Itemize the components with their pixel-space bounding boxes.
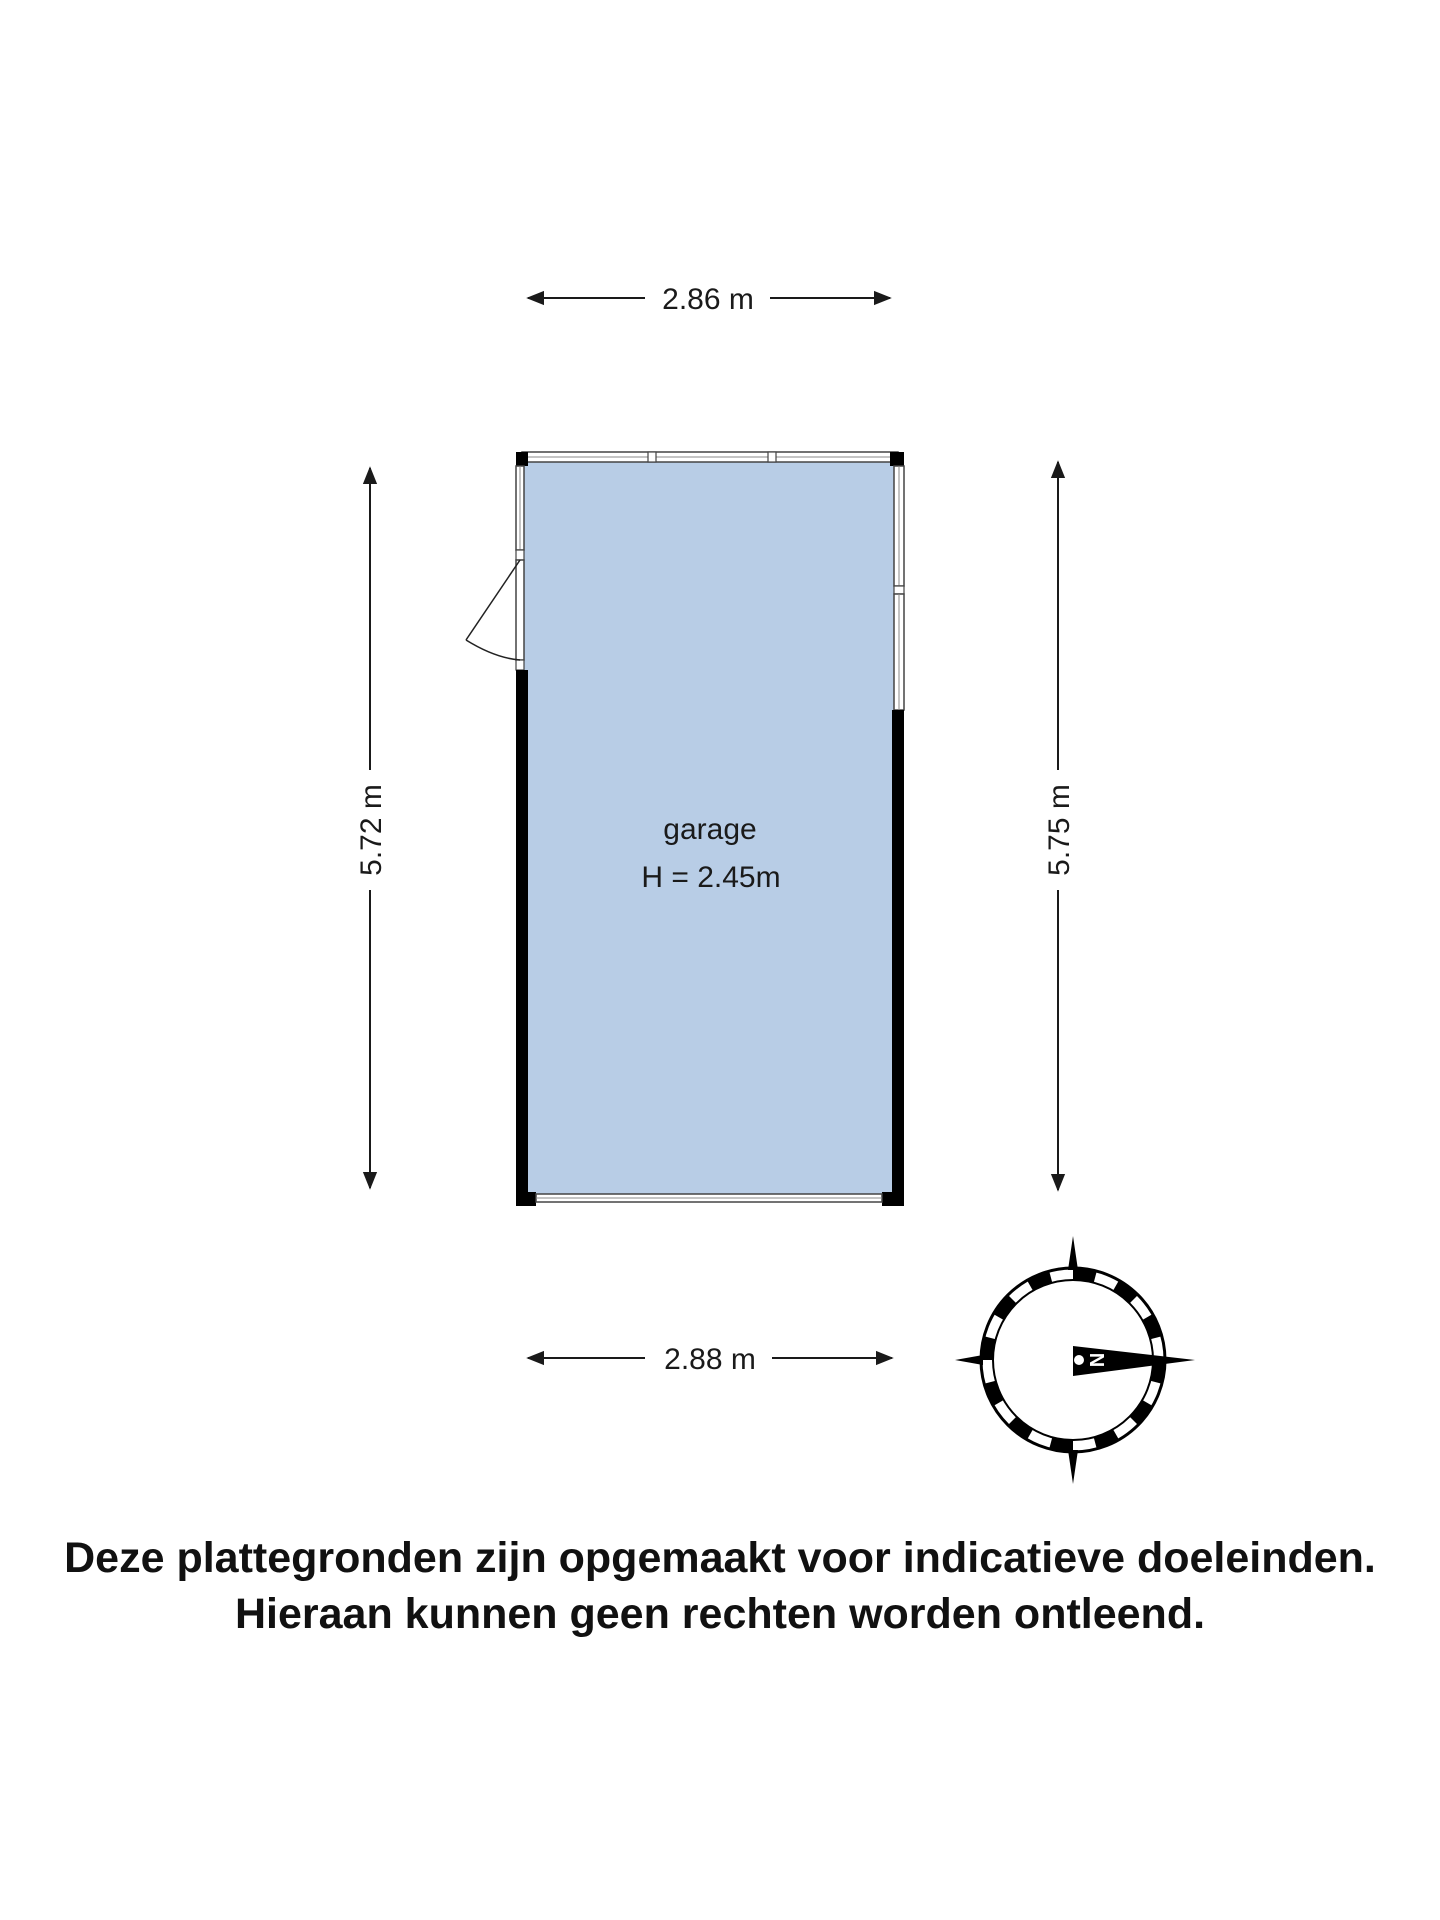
wall-left — [515, 465, 528, 1192]
dimension-top: 2.86 m — [526, 283, 892, 316]
compass: N — [955, 1236, 1195, 1484]
dimension-left: 5.72 m — [355, 466, 388, 1190]
room-height: H = 2.45m — [641, 861, 780, 894]
door-swing — [465, 559, 521, 661]
room-name: garage — [663, 813, 756, 846]
compass-north-label: N — [1085, 1353, 1107, 1367]
dimension-top-label: 2.86 m — [662, 283, 754, 316]
compass-needle — [1073, 1346, 1195, 1376]
disclaimer-line-1: Deze plattegronden zijn opgemaakt voor i… — [64, 1534, 1376, 1582]
compass-center — [1074, 1355, 1084, 1365]
dimension-right-label: 5.75 m — [1043, 784, 1076, 876]
dimension-left-label: 5.72 m — [355, 784, 388, 876]
dimension-bottom: 2.88 m — [526, 1343, 894, 1376]
compass-spikes — [955, 1236, 1078, 1484]
garage-floor — [524, 462, 894, 1195]
wall-bottom — [535, 1193, 883, 1203]
disclaimer-line-2: Hieraan kunnen geen rechten worden ontle… — [234, 1590, 1206, 1638]
wall-right — [892, 465, 905, 1192]
corner-post-top-left — [516, 452, 528, 466]
corner-post-bottom-right — [882, 1192, 904, 1206]
wall-top — [521, 451, 899, 463]
dimension-right: 5.75 m — [1043, 460, 1076, 1192]
corner-post-top-right — [890, 452, 904, 466]
corner-post-bottom-left — [516, 1192, 536, 1206]
compass-ring-segments — [980, 1267, 1166, 1453]
dimension-bottom-label: 2.88 m — [664, 1343, 756, 1376]
